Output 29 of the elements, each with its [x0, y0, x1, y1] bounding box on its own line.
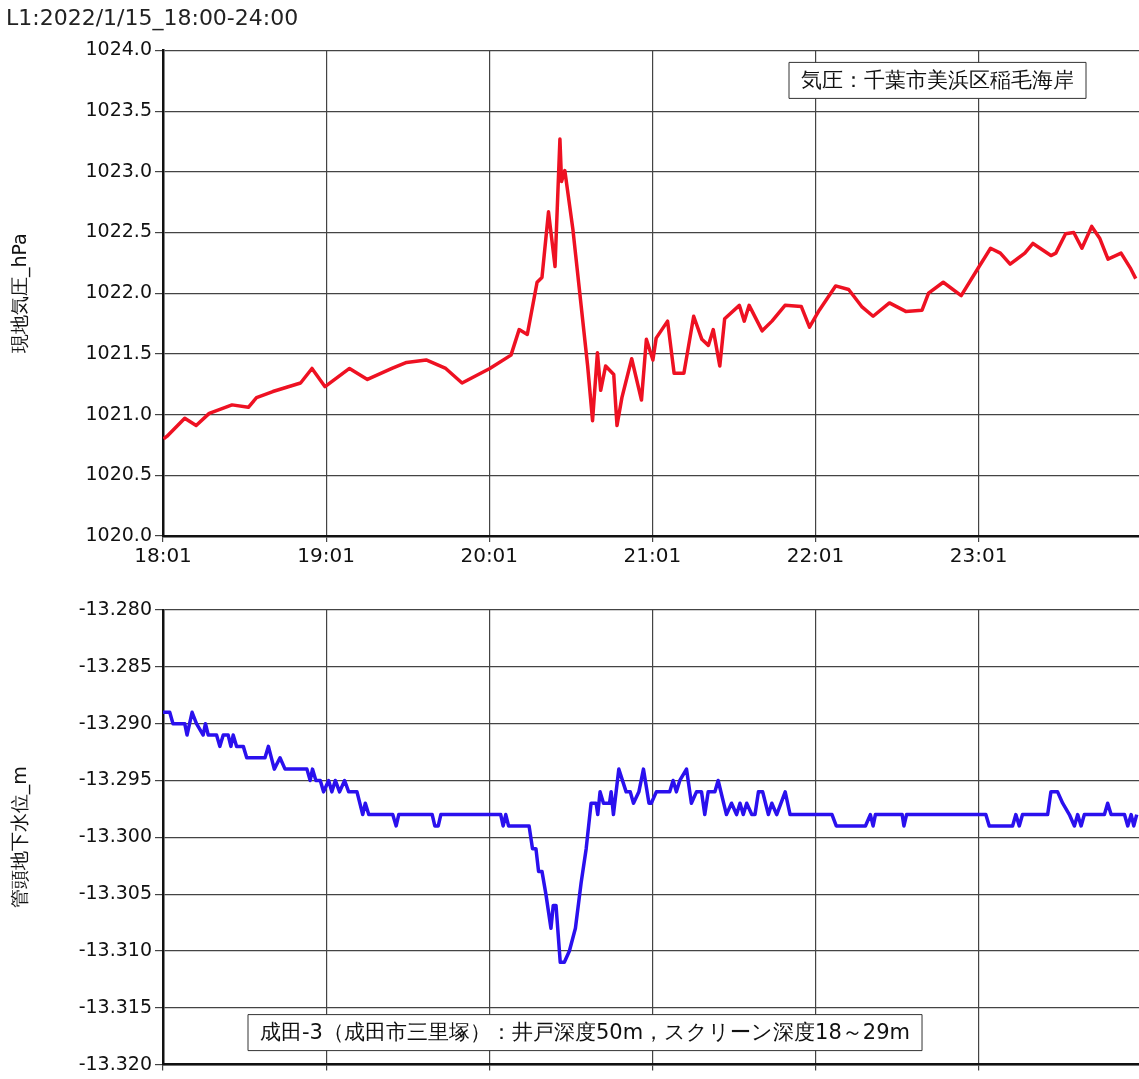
y-tick-label: -13.300	[78, 824, 152, 847]
y-tick-label: -13.310	[78, 937, 152, 960]
y-tick-label: -13.290	[78, 710, 152, 733]
annotation: 成田-3（成田市三里塚）：井戸深度50m，スクリーン深度18～29m	[260, 1020, 911, 1045]
y-tick-label: 1022.0	[85, 280, 152, 303]
y-tick-label: -13.280	[78, 596, 152, 619]
x-tick-label: 23:01	[949, 543, 1008, 568]
y-tick-label: 1024.0	[85, 37, 152, 60]
x-tick-label: 21:01	[623, 543, 682, 568]
y-tick-label: 1020.0	[85, 522, 152, 545]
y-tick-label: 1023.0	[85, 158, 152, 181]
x-tick-label: 19:01	[297, 543, 355, 568]
y-tick-label: 1021.5	[85, 340, 152, 363]
y-axis-title: 現地気圧_hPa	[8, 233, 32, 354]
chart-title: L1:2022/1/15_18:00-24:00	[6, 4, 299, 31]
y-tick-label: -13.295	[78, 767, 152, 790]
x-tick-label: 20:01	[460, 543, 519, 568]
annotation: 気圧：千葉市美浜区稲毛海岸	[801, 67, 1074, 92]
y-tick-label: 1023.5	[85, 98, 152, 121]
y-tick-label: -13.320	[78, 1051, 152, 1074]
y-tick-label: 1021.0	[85, 401, 152, 424]
x-tick-label: 18:01	[134, 543, 192, 568]
y-axis-title: 管頭地下水位_m	[8, 766, 32, 909]
y-tick-label: -13.305	[78, 881, 152, 904]
y-tick-label: 1020.5	[85, 462, 152, 485]
y-tick-label: -13.285	[78, 653, 152, 676]
y-tick-label: -13.315	[78, 994, 152, 1017]
x-tick-label: 22:01	[786, 543, 845, 568]
y-tick-label: 1022.5	[85, 219, 152, 242]
